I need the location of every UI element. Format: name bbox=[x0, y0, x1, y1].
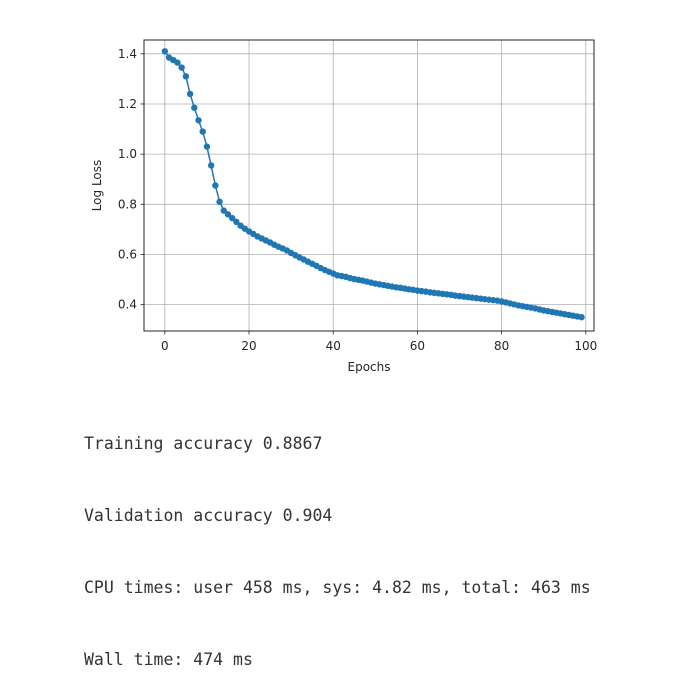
loss-point bbox=[174, 59, 181, 66]
cell-output: Training accuracy 0.8867 Validation accu… bbox=[84, 384, 591, 696]
loss-point bbox=[233, 218, 240, 226]
loss-point bbox=[199, 128, 206, 135]
y-tick-label: 0.6 bbox=[118, 247, 137, 261]
y-tick-label: 0.8 bbox=[118, 197, 137, 211]
loss-point bbox=[224, 211, 232, 218]
y-tick-label: 1.0 bbox=[118, 147, 137, 161]
loss-point bbox=[220, 207, 227, 214]
training-accuracy-line: Training accuracy 0.8867 bbox=[84, 434, 323, 453]
loss-point bbox=[207, 162, 215, 169]
loss-point bbox=[182, 73, 190, 80]
x-tick-label: 40 bbox=[326, 339, 341, 353]
x-tick-label: 60 bbox=[410, 339, 425, 353]
loss-point bbox=[186, 90, 194, 98]
loss-chart: 0 20 40 60 80 100 0.4 0.6 0.8 1.0 1.2 1.4 Epochs Lo… bbox=[90, 39, 597, 374]
wall-time-line: Wall time: 474 ms bbox=[84, 650, 253, 669]
loss-point bbox=[161, 48, 169, 55]
y-tick-label: 1.2 bbox=[118, 97, 137, 111]
x-tick-label: 0 bbox=[161, 339, 169, 353]
loss-line bbox=[164, 50, 582, 318]
loss-point bbox=[212, 182, 219, 189]
loss-point bbox=[228, 214, 236, 222]
x-tick-label: 80 bbox=[494, 339, 509, 353]
loss-point bbox=[191, 104, 198, 111]
validation-accuracy-line: Validation accuracy 0.904 bbox=[84, 506, 333, 525]
loss-point bbox=[578, 314, 585, 321]
x-tick-label: 20 bbox=[241, 339, 256, 353]
loss-point bbox=[195, 117, 202, 124]
grid-lines bbox=[144, 40, 594, 331]
loss-series bbox=[161, 48, 585, 321]
plot-frame bbox=[143, 39, 595, 332]
y-tick-label: 0.4 bbox=[118, 298, 137, 312]
loss-point bbox=[216, 198, 223, 206]
x-tick-label: 100 bbox=[574, 339, 597, 353]
loss-point bbox=[178, 64, 185, 71]
loss-point bbox=[203, 143, 211, 150]
y-axis-title: Log Loss bbox=[90, 160, 104, 212]
y-tick-label: 1.4 bbox=[118, 47, 137, 61]
cpu-times-line: CPU times: user 458 ms, sys: 4.82 ms, to… bbox=[84, 578, 591, 597]
axis-ticks: 0 20 40 60 80 100 0.4 0.6 0.8 1.0 1.2 1.4 bbox=[118, 47, 597, 353]
x-axis-title: Epochs bbox=[348, 360, 391, 374]
